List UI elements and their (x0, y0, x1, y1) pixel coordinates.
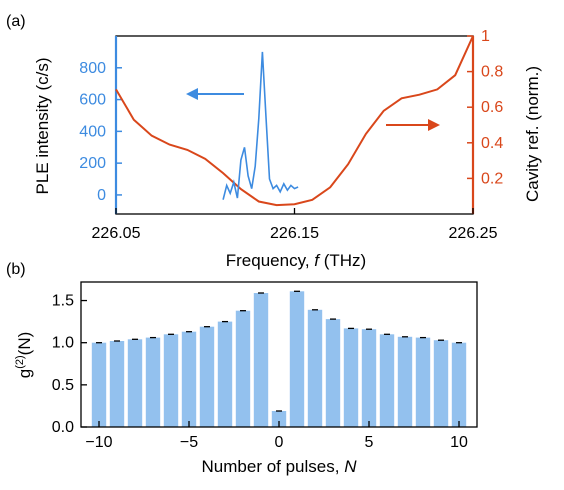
pulses-tick-label: 5 (365, 434, 374, 451)
g2-tick-label: 1.5 (52, 293, 74, 310)
cavity-reflection-axis-label: Cavity ref. (norm.) (523, 66, 542, 202)
ple-tick-label: 200 (79, 155, 106, 172)
g2-bar (397, 336, 413, 427)
g2-axis-label-base: g (15, 369, 34, 378)
cavity-tick-label: 0.6 (481, 99, 503, 116)
right-axis-arrow-icon (386, 119, 440, 131)
g2-bar (379, 334, 395, 427)
g2-bar (199, 326, 215, 427)
g2-bar (271, 411, 287, 427)
g2-tick-label: 0.5 (52, 377, 74, 394)
cavity-tick-label: 0.2 (481, 170, 503, 187)
pulses-axis-label-var: N (344, 457, 357, 476)
frequency-axis-label-unit: (THz) (319, 251, 366, 270)
frequency-tick-label: 226.05 (92, 225, 141, 242)
g2-bar (217, 321, 233, 427)
ple-intensity-line (222, 51, 299, 200)
frequency-axis-label-text: Frequency, (226, 251, 315, 270)
cavity-reflection-line (115, 35, 474, 207)
pulses-tick-label: 10 (450, 434, 468, 451)
g2-bar (109, 341, 125, 427)
ple-tick-label: 0 (97, 187, 106, 204)
g2-bar (415, 337, 431, 427)
frequency-tick-label: 226.25 (449, 225, 498, 242)
g2-bar (127, 339, 143, 427)
pulses-tick-label: −5 (180, 434, 198, 451)
panel-label-a: (a) (6, 13, 26, 30)
frequency-axis-label-var: f (314, 251, 321, 270)
g2-axis-label-arg: (N) (15, 332, 34, 356)
g2-axis-label-sup: (2) (14, 355, 26, 368)
g2-bar (307, 309, 323, 427)
g2-bar (451, 342, 467, 427)
g2-bar (235, 310, 251, 427)
g2-bar (181, 331, 197, 427)
g2-tick-label: 0.0 (52, 419, 74, 436)
cavity-tick-label: 1 (481, 28, 490, 45)
g2-bar (145, 337, 161, 427)
pulses-tick-label: 0 (275, 434, 284, 451)
g2-bar (343, 328, 359, 427)
g2-bar (361, 329, 377, 427)
pulses-axis-label: Number of pulses, N (202, 457, 358, 476)
g2-bar (433, 340, 449, 427)
ple-tick-label: 600 (79, 92, 106, 109)
ple-intensity-axis-label: PLE intensity (c/s) (33, 58, 52, 195)
g2-bar (163, 334, 179, 427)
g2-tick-label: 1.0 (52, 335, 74, 352)
panel-b-plot: −10 −5 0 5 10 0.0 0.5 1.0 1.5 g(2)(N) Number of… (14, 281, 478, 476)
pulses-axis-label-text: Number of pulses, (202, 457, 345, 476)
g2-axis-label: g(2)(N) (14, 332, 34, 379)
g2-bar (253, 293, 269, 427)
left-axis-arrow-icon (186, 88, 244, 100)
g2-bar (289, 291, 305, 427)
panel-label-b: (b) (6, 261, 26, 278)
g2-bar (325, 319, 341, 427)
frequency-axis-label: Frequency, f (THz) (226, 251, 366, 270)
cavity-tick-label: 0.4 (481, 135, 503, 152)
g2-bar (91, 342, 107, 427)
cavity-tick-label: 0.8 (481, 64, 503, 81)
ple-tick-label: 800 (79, 60, 106, 77)
ple-tick-label: 400 (79, 123, 106, 140)
pulses-tick-label: −10 (85, 434, 112, 451)
panel-a-plot: 226.05 226.15 226.25 0 200 400 600 800 0.2 0.4 0… (33, 28, 542, 270)
frequency-tick-label: 226.15 (270, 225, 319, 242)
